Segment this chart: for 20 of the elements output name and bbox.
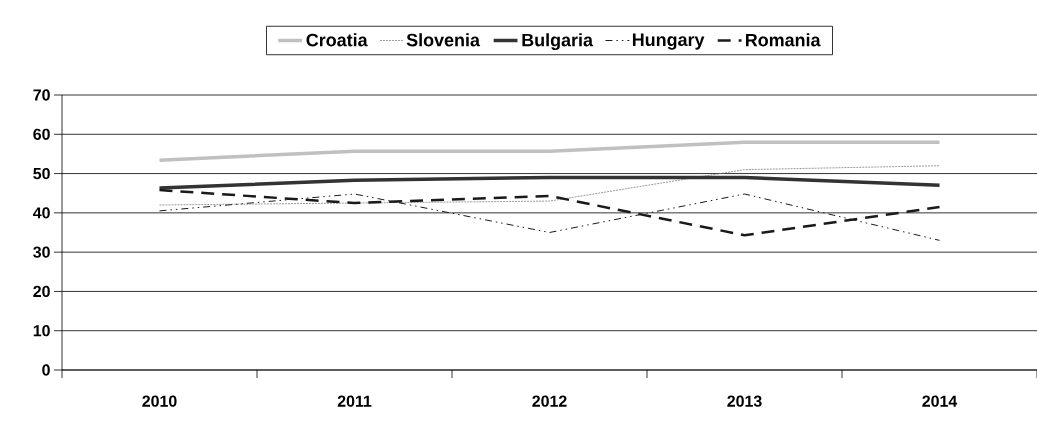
y-tick-label: 0 bbox=[42, 364, 50, 376]
legend-label: Slovenia bbox=[406, 33, 481, 47]
line-series bbox=[157, 175, 942, 190]
y-tick-label: 10 bbox=[33, 325, 50, 337]
y-tick-label: 40 bbox=[32, 207, 50, 219]
legend-label: Croatia bbox=[306, 33, 368, 47]
x-tick-label: 2012 bbox=[532, 395, 567, 407]
x-tick-label: 2010 bbox=[142, 395, 177, 407]
x-tick-label: 2013 bbox=[727, 395, 762, 407]
x-tick-label: 2011 bbox=[337, 395, 372, 407]
legend-label: Bulgaria bbox=[522, 33, 594, 51]
y-tick-label: 70 bbox=[33, 89, 50, 101]
y-tick-label: 50 bbox=[33, 167, 50, 180]
x-tick-label: 2014 bbox=[922, 395, 958, 407]
y-tick-label: 60 bbox=[33, 128, 50, 140]
y-tick-label: 30 bbox=[33, 246, 50, 258]
legend-label: Romania bbox=[745, 33, 821, 47]
legend-label: Hungary bbox=[632, 33, 705, 50]
y-tick-label: 20 bbox=[33, 285, 50, 298]
line-series bbox=[159, 165, 940, 206]
